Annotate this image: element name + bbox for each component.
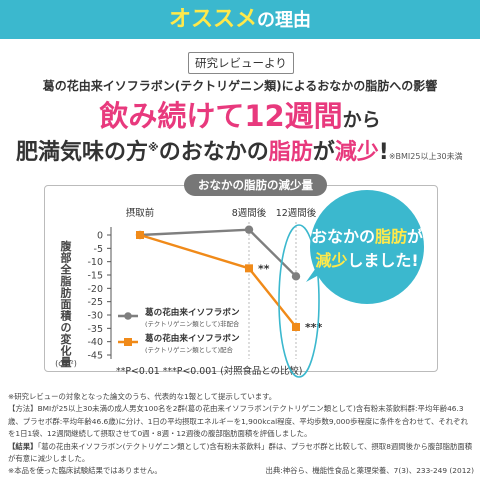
- series-line: [139, 228, 297, 278]
- headline-weeks-emphasis: 飲み続けて12週間: [99, 99, 343, 133]
- headline-footnote-mark: ※: [148, 141, 159, 154]
- legend-sublabel: (テクトリゲニン類として)非配合: [145, 319, 240, 328]
- headline-bmi-note: ※BMI25以上30未満: [388, 152, 463, 161]
- headline-fat-word: 脂肪: [268, 140, 313, 165]
- note-citation-row: ※本品を使った臨床試験結果ではありません。 出典:神谷ら、機能性食品と薬理栄養、…: [8, 465, 474, 477]
- headline-fat-reduction: 肥満気味の方※のおなかの脂肪が減少!※BMI25以上30未満: [16, 134, 480, 166]
- y-tick-label: -15: [87, 271, 103, 282]
- header-title: オススメ: [168, 7, 257, 32]
- chart-subtitle: 葛の花由来イソフラボン(テクトリゲニン類)によるおなかの脂肪への影響: [42, 79, 438, 93]
- legend-label: 葛の花由来イソフラボン: [144, 332, 240, 344]
- significance-mark: **: [258, 262, 270, 275]
- y-axis-unit: (cm²): [55, 359, 77, 368]
- footnotes: ※研究レビューの対象となった論文のうち、代表的な1報として提示しています。 【方…: [8, 391, 474, 478]
- legend-marker: [124, 338, 132, 346]
- note-review: ※研究レビューの対象となった論文のうち、代表的な1報として提示しています。: [8, 392, 277, 401]
- callout-line-2: 減少しました!: [315, 251, 418, 270]
- headline-decrease-word: 減少: [334, 140, 379, 165]
- x-category-label: 摂取前: [126, 207, 155, 219]
- data-point: [291, 272, 301, 281]
- y-axis-label: 腹部全脂肪面積の変化量: [60, 239, 73, 369]
- y-tick-label: -35: [87, 324, 103, 335]
- headline-part-2: のおなかの: [158, 140, 269, 165]
- y-tick-label: -45: [87, 351, 103, 362]
- y-tick-label: 0: [97, 231, 103, 242]
- y-tick-label: -40: [87, 337, 103, 348]
- data-point: [292, 323, 300, 331]
- headline-weeks-suffix: から: [342, 109, 381, 131]
- data-point: [244, 225, 254, 234]
- data-point: [245, 264, 253, 273]
- note-result: 【結果】「葛の花由来イソフラボン(テクトリゲニン類として)含有粉末茶飲料」群は、…: [8, 441, 473, 464]
- headline-part-1: 肥満気味の方: [16, 140, 149, 165]
- y-tick-label: -5: [94, 244, 103, 255]
- note-source: 出典:神谷ら、機能性食品と薬理栄養、7(3)、233-249 (2012): [265, 466, 475, 476]
- legend-sublabel: (テクトリゲニン類として)配合: [145, 345, 233, 354]
- header-title-suffix: の理由: [257, 10, 311, 31]
- headline-part-3: が: [312, 140, 335, 165]
- note-method: 【方法】BMIが25以上30未満の成人男女100名を2群(葛の花由来イソフラボン…: [8, 404, 468, 439]
- headline-part-4: !: [378, 140, 389, 165]
- x-category-label: 8週間後: [232, 207, 267, 219]
- significance-footnote: **P<0.01 ***P<0.001 (対照食品との比較): [116, 365, 302, 377]
- study-review-tag: 研究レビューより: [188, 52, 294, 74]
- callout-bubble: [310, 190, 424, 304]
- highlight-ellipse: [278, 224, 320, 378]
- chart-title-pill: おなかの脂肪の減少量: [184, 174, 327, 196]
- headline-weeks: 飲み続けて12週間から: [0, 93, 480, 135]
- header-banner: オススメの理由: [0, 0, 480, 39]
- significance-mark: ***: [305, 321, 323, 334]
- legend-label: 葛の花由来イソフラボン: [144, 306, 240, 318]
- y-tick-label: -30: [87, 311, 103, 322]
- data-point: [136, 231, 144, 239]
- y-tick-label: -10: [87, 257, 103, 268]
- y-tick-label: -25: [87, 297, 103, 308]
- note-clinical: ※本品を使った臨床試験結果ではありません。: [8, 466, 162, 476]
- legend-marker: [124, 312, 132, 320]
- x-category-label: 12週間後: [276, 207, 317, 219]
- y-tick-label: -20: [87, 284, 103, 295]
- callout-line-1: おなかの脂肪が: [311, 227, 423, 246]
